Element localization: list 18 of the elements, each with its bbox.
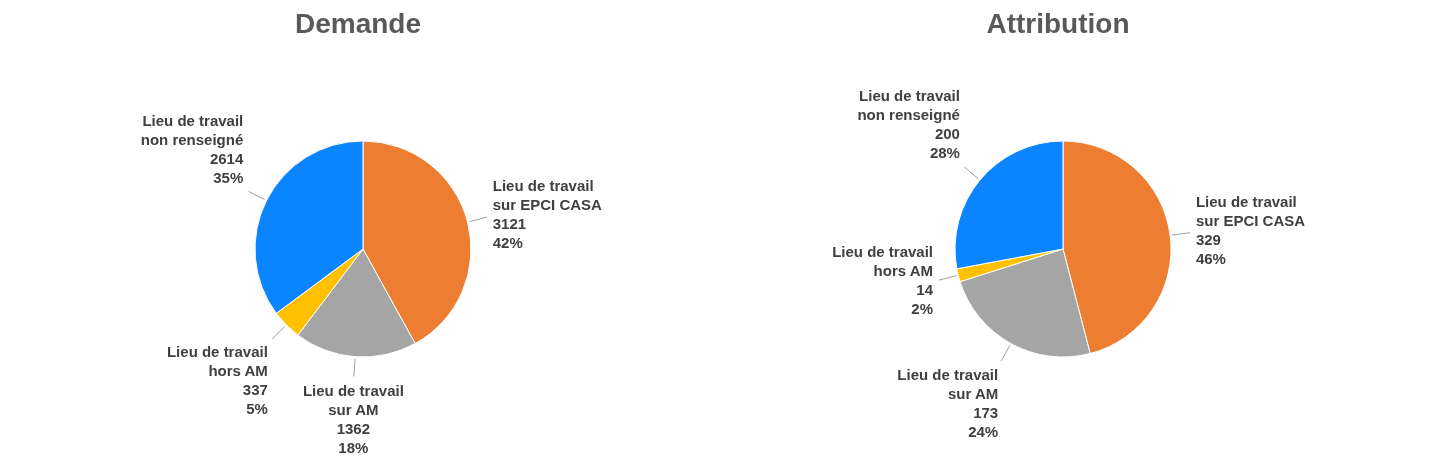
data-label: 173 24% <box>968 403 999 440</box>
chart-title: Demande <box>293 8 422 41</box>
slice-label: Lieu de travail non renseigné <box>140 112 244 149</box>
slice-label: Lieu de travail sur AM <box>302 381 404 418</box>
data-label: 200 28% <box>929 124 960 161</box>
slice-label: Lieu de travail hors AM <box>166 342 268 379</box>
slice-label: Lieu de travail sur EPCI CASA <box>1195 193 1306 230</box>
slice-label: Lieu de travail non renseigné <box>857 86 960 123</box>
data-label: 3121 42% <box>492 214 527 251</box>
slice-label: Lieu de travail hors AM <box>832 242 934 279</box>
slice-label: Lieu de travail sur EPCI CASA <box>492 176 603 213</box>
data-label: 2614 35% <box>209 150 244 187</box>
chart-title: Attribution <box>985 8 1131 41</box>
data-label: 1362 18% <box>336 419 371 456</box>
data-label: 337 5% <box>242 380 268 417</box>
data-label: 329 46% <box>1195 231 1226 268</box>
slice-label: Lieu de travail sur AM <box>897 365 999 402</box>
data-label: 14 2% <box>911 280 934 317</box>
